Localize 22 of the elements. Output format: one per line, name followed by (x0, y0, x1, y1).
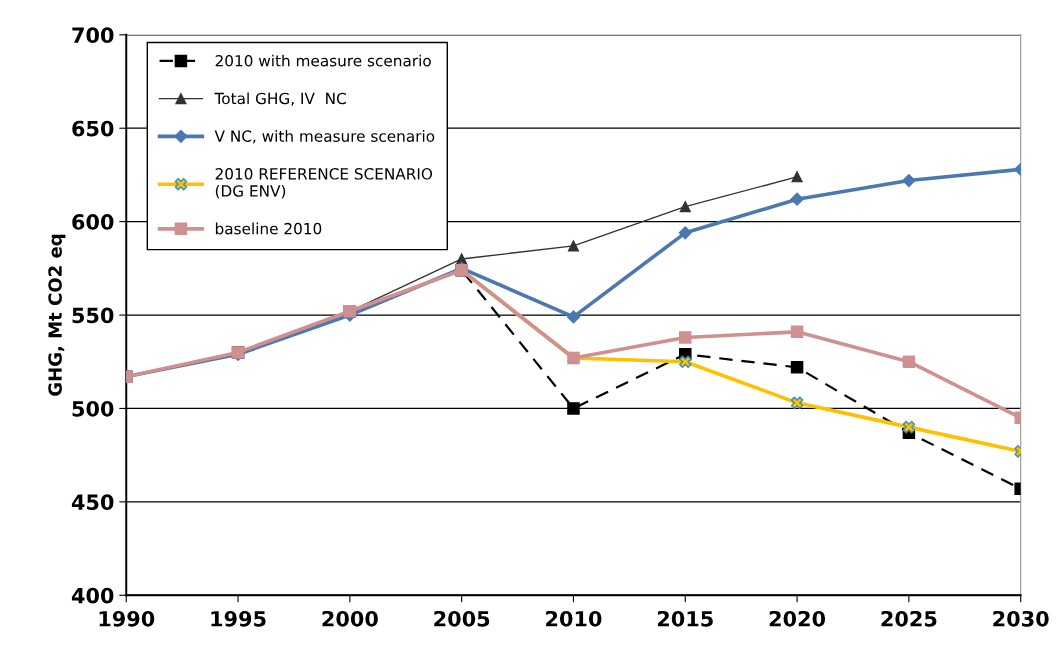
legend-label: V NC, with measure scenario (214, 130, 435, 144)
x-tick-label: 2030 (993, 610, 1049, 627)
y-axis-title: GHG, Mt CO2 eq (48, 234, 66, 396)
x-tick-label: 2020 (769, 610, 826, 627)
x-tick-label: 2025 (881, 610, 937, 627)
y-tick-label: 500 (72, 400, 114, 417)
legend-label: baseline 2010 (215, 222, 322, 235)
y-tick-label: 650 (72, 120, 114, 137)
legend-label: 2010 with measure scenario (215, 54, 431, 67)
x-tick-label: 1990 (99, 610, 155, 627)
x-tick-label: 2010 (546, 610, 602, 627)
x-tick-label: 2015 (657, 610, 713, 627)
legend-label: Total GHG, IV NC (214, 92, 346, 106)
x-tick-label: 2000 (322, 610, 378, 627)
legend-label: 2010 REFERENCE SCENARIO (DG ENV) (215, 168, 433, 199)
y-tick-label: 700 (72, 27, 114, 44)
x-tick-label: 1995 (211, 610, 266, 627)
x-tick-label: 2005 (434, 610, 490, 627)
y-tick-label: 450 (71, 494, 114, 511)
y-tick-label: 550 (72, 307, 114, 324)
y-tick-label: 400 (71, 587, 114, 604)
y-tick-label: 600 (72, 214, 114, 230)
